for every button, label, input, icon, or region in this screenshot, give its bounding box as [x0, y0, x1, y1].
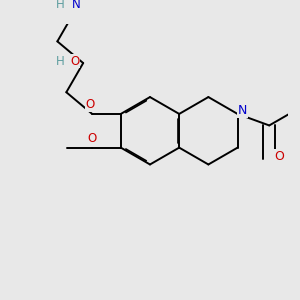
Text: O: O [85, 98, 95, 111]
Text: N: N [238, 104, 247, 117]
Text: O: O [70, 55, 80, 68]
Text: O: O [88, 132, 97, 145]
Text: H: H [56, 0, 64, 11]
Text: H: H [56, 55, 65, 68]
Text: O: O [274, 150, 284, 163]
Text: N: N [72, 0, 81, 11]
